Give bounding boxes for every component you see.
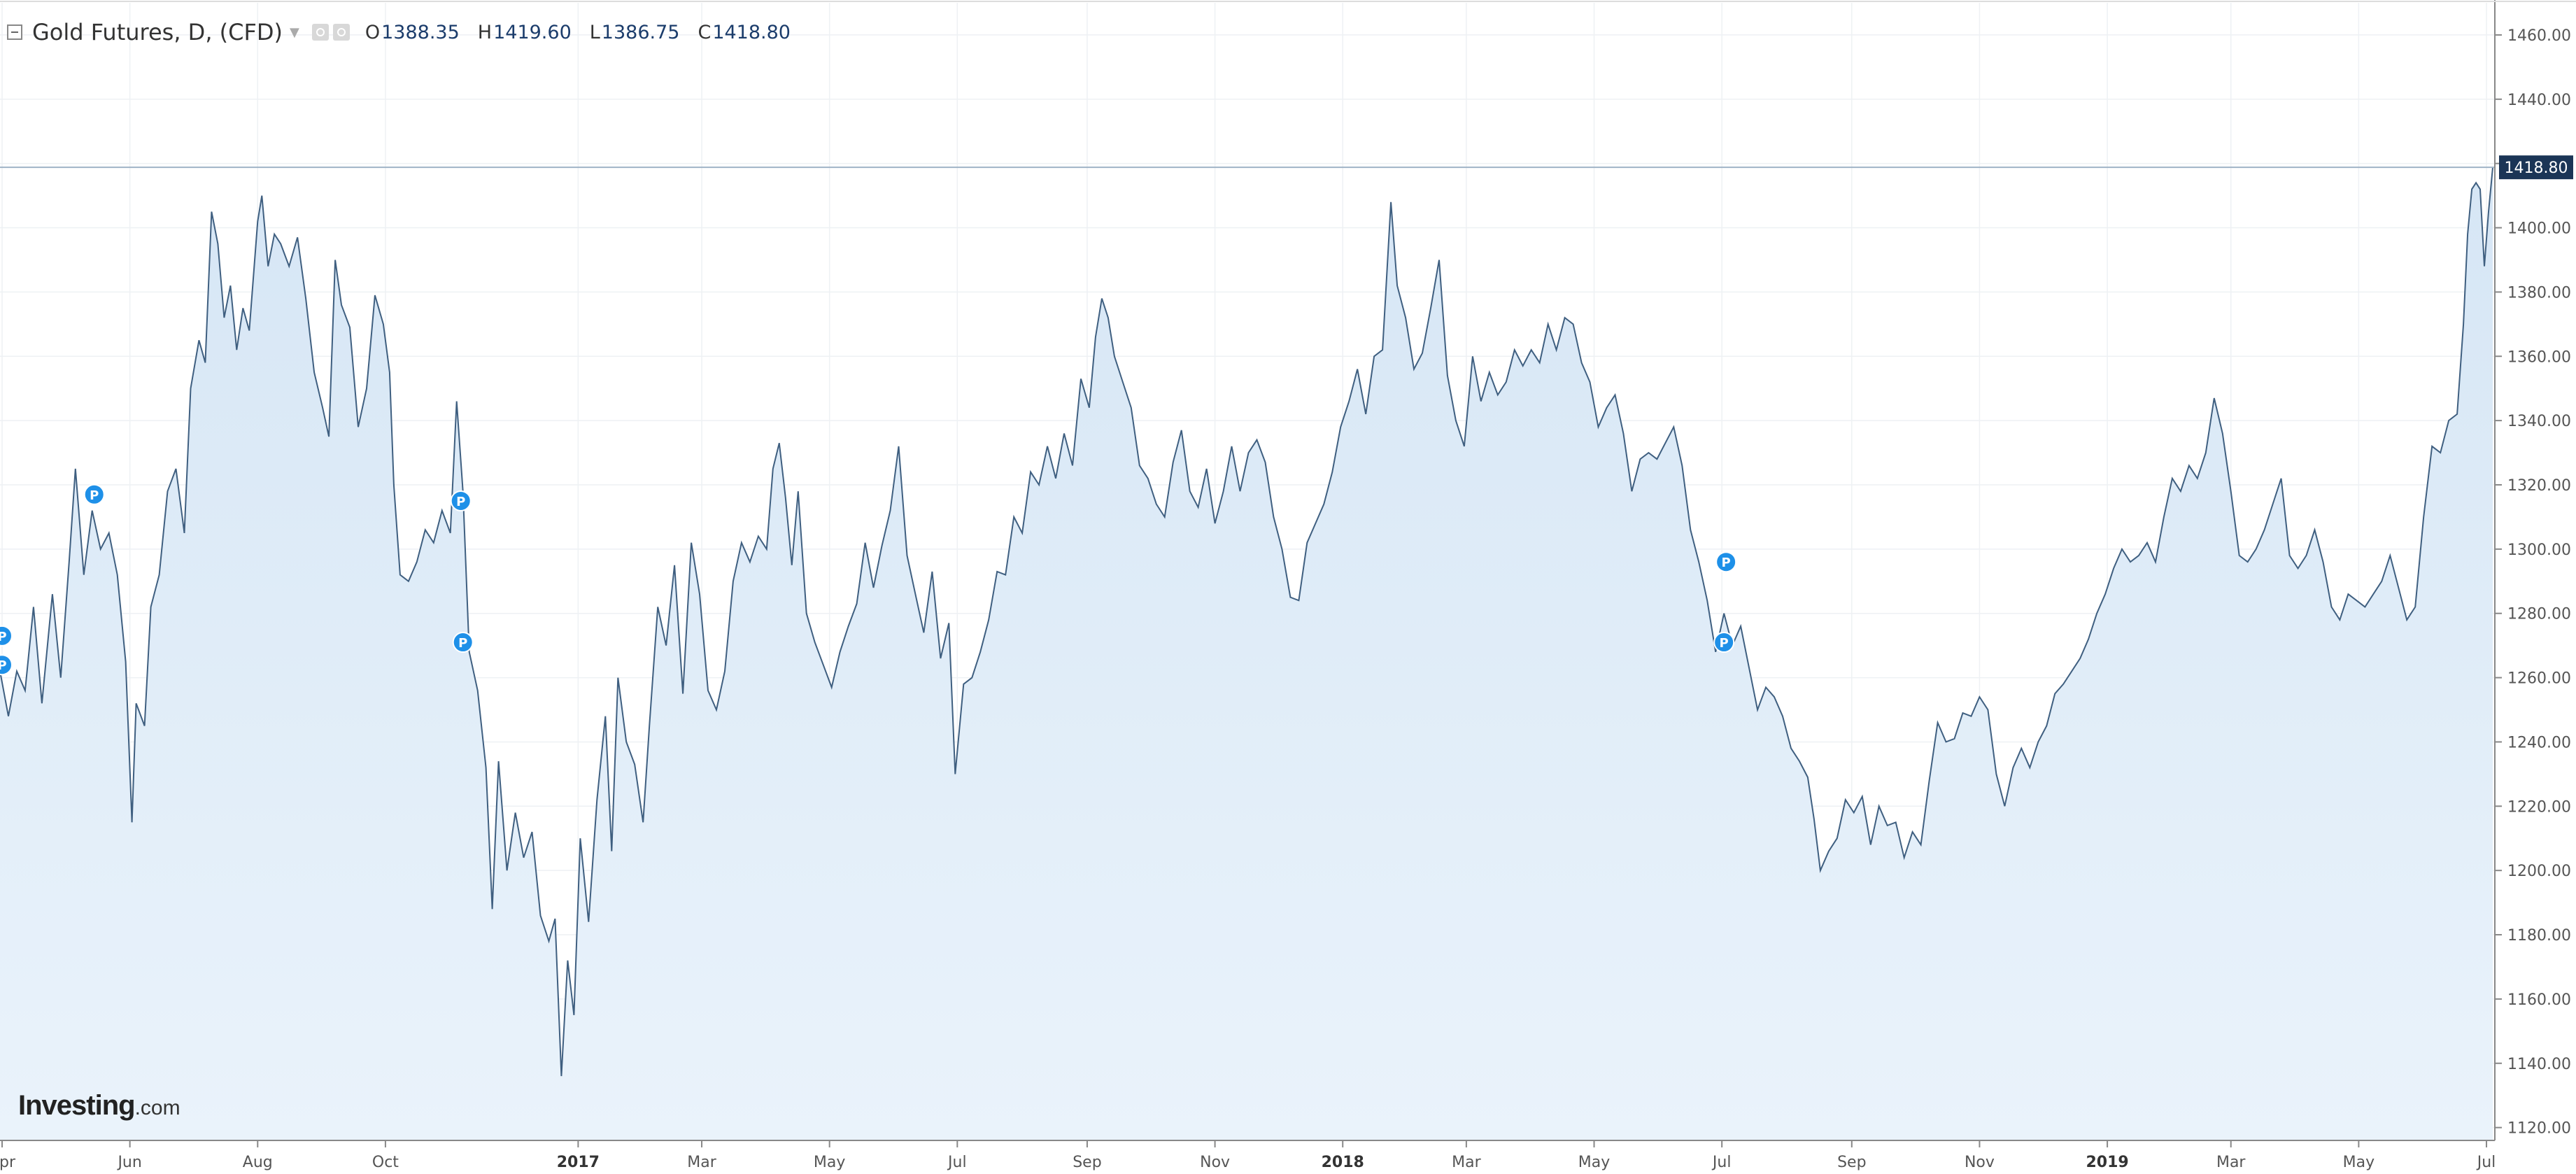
x-tick-label: Mar (2216, 1154, 2246, 1171)
event-marker-dot[interactable] (450, 490, 472, 511)
eye-icon[interactable] (311, 24, 329, 41)
event-marker-dot[interactable] (83, 483, 105, 505)
last-price-label: 1418.80 (2505, 160, 2568, 177)
y-tick-label: 1260.00 (2507, 670, 2571, 688)
event-marker-label: P (90, 488, 99, 503)
low-label: L (589, 21, 600, 43)
y-tick-label: 1280.00 (2507, 606, 2571, 623)
x-tick-label: Nov (1200, 1154, 1230, 1171)
chevron-down-icon[interactable]: ▼ (290, 24, 299, 40)
x-tick-label: Nov (1965, 1154, 1995, 1171)
event-marker-label: P (1720, 636, 1729, 651)
y-tick-label: 1180.00 (2507, 927, 2571, 945)
low-item: L1386.75 (590, 22, 680, 43)
event-marker-dot[interactable] (452, 632, 474, 653)
x-tick-label: 2018 (1322, 1154, 1364, 1171)
symbol-title[interactable]: Gold Futures, D, (CFD) (32, 19, 283, 45)
y-tick-label: 1160.00 (2507, 991, 2571, 1009)
x-tick-label: Mar (1452, 1154, 1481, 1171)
x-tick-label: Sep (1073, 1154, 1101, 1171)
x-tick-label: 2019 (2086, 1154, 2128, 1171)
event-marker-label: P (1722, 556, 1731, 570)
event-marker-label: P (456, 495, 465, 509)
settings-icon[interactable] (332, 24, 350, 41)
y-tick-label: 1200.00 (2507, 863, 2571, 880)
x-tick-label: Mar (687, 1154, 716, 1171)
event-marker-label: P (0, 630, 7, 644)
x-tick-label: Jul (1711, 1154, 1732, 1171)
close-value: 1418.80 (712, 21, 791, 43)
x-tick-label: May (1578, 1154, 1610, 1171)
event-marker[interactable]: P (83, 483, 105, 505)
y-tick-label: 1440.00 (2507, 92, 2571, 109)
x-tick-label: 2017 (557, 1154, 600, 1171)
event-marker[interactable]: P (452, 632, 474, 653)
y-tick-label: 1380.00 (2507, 284, 2571, 302)
ohlc-values: O1388.35 H1419.60 L1386.75 C1418.80 (365, 22, 791, 43)
y-tick-label: 1340.00 (2507, 413, 2571, 430)
y-tick-label: 1220.00 (2507, 798, 2571, 816)
event-marker[interactable]: P (1715, 551, 1737, 573)
event-marker[interactable]: P (0, 625, 13, 646)
y-tick-label: 1300.00 (2507, 542, 2571, 559)
x-tick-label: Sep (1837, 1154, 1866, 1171)
price-area (0, 167, 2493, 1141)
open-item: O1388.35 (365, 22, 460, 43)
high-value: 1419.60 (493, 21, 572, 43)
y-tick-label: 1360.00 (2507, 348, 2571, 366)
open-label: O (365, 21, 381, 43)
investing-logo: Investing .com (18, 1090, 181, 1122)
legend-header: Gold Futures, D, (CFD) ▼ O1388.35 H1419.… (7, 17, 791, 48)
logo-suffix: .com (134, 1096, 181, 1119)
x-tick-label: May (2343, 1154, 2375, 1171)
y-tick-label: 1400.00 (2507, 220, 2571, 238)
close-item: C1418.80 (698, 22, 791, 43)
y-tick-label: 1460.00 (2507, 27, 2571, 45)
event-marker-label: P (458, 636, 467, 651)
event-marker-dot[interactable] (1715, 551, 1737, 573)
y-tick-label: 1140.00 (2507, 1056, 2571, 1073)
last-price-rect (2499, 155, 2573, 180)
last-price-tag: 1418.80 (2499, 155, 2573, 180)
event-marker-dot[interactable] (0, 625, 13, 646)
price-line[interactable] (0, 167, 2493, 1077)
high-item: H1419.60 (478, 22, 572, 43)
x-tick-label: Jul (947, 1154, 967, 1171)
event-marker[interactable]: P (0, 654, 13, 676)
x-tick-label: Aug (243, 1154, 273, 1171)
event-marker-label: P (0, 658, 7, 673)
event-marker-dot[interactable] (0, 654, 13, 676)
logo-brand: Investing (18, 1090, 136, 1121)
open-value: 1388.35 (381, 21, 460, 43)
x-tick-label: Apr (0, 1154, 16, 1171)
event-marker-dot[interactable] (1713, 632, 1735, 653)
event-marker[interactable]: P (450, 490, 472, 511)
x-tick-label: Jul (2476, 1154, 2496, 1171)
high-label: H (477, 21, 493, 43)
x-tick-label: May (814, 1154, 845, 1171)
low-value: 1386.75 (601, 21, 680, 43)
y-tick-label: 1240.00 (2507, 734, 2571, 751)
close-label: C (698, 21, 712, 43)
x-tick-label: Oct (372, 1154, 399, 1171)
y-tick-label: 1320.00 (2507, 477, 2571, 495)
event-marker[interactable]: P (1713, 632, 1735, 653)
x-tick-label: Jun (116, 1154, 141, 1171)
y-tick-label: 1120.00 (2507, 1120, 2571, 1138)
collapse-icon[interactable] (7, 24, 22, 40)
